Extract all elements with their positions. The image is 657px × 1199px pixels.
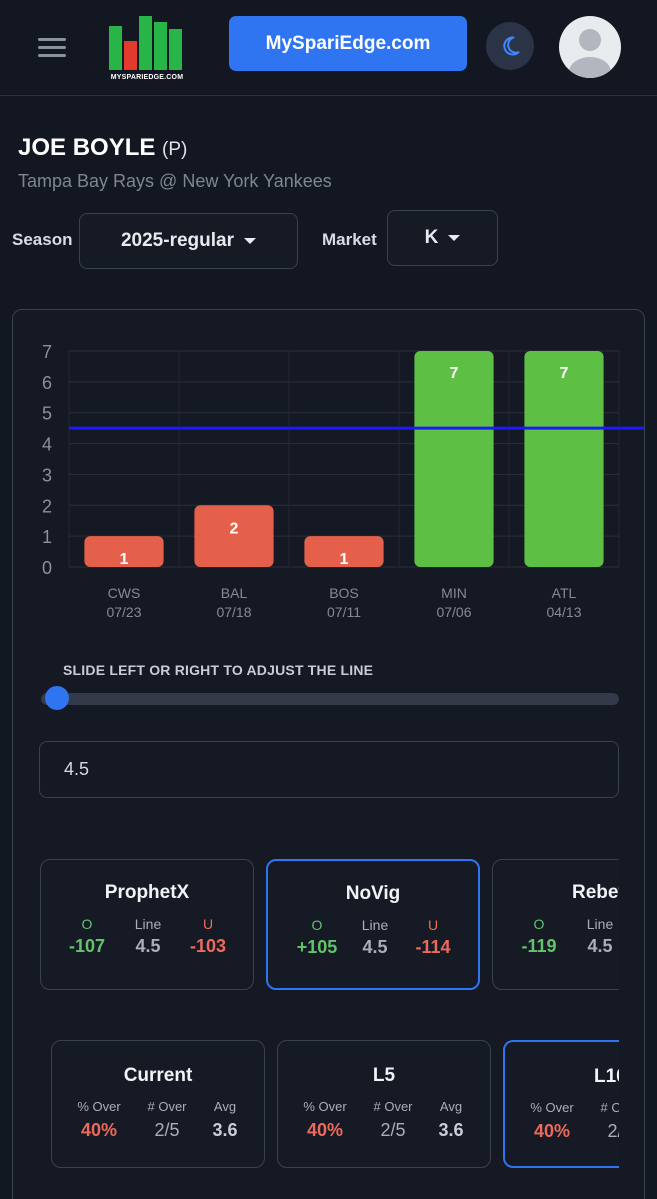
logo-bars-icon xyxy=(109,16,182,70)
pct-over-label: % Over xyxy=(77,1099,121,1114)
avg-label: Avg xyxy=(439,1099,463,1114)
market-select[interactable]: K xyxy=(387,210,498,266)
stat-card-current[interactable]: Current % Over 40% # Over 2/5 Avg 3.6 xyxy=(51,1040,265,1168)
line-value: 4.5 xyxy=(587,936,613,956)
x-tick-label: CWS xyxy=(108,585,141,601)
bar-chart: 0 1 2 3 4 5 6 7 1 CWS 07/23 2 BAL 07/18 1 BOS 07/11 7 MIN 0… xyxy=(42,342,644,620)
bar-value-label: 1 xyxy=(120,551,129,568)
y-tick-label: 2 xyxy=(42,496,52,516)
line-label: Line xyxy=(134,916,162,932)
avg-label: Avg xyxy=(213,1099,237,1114)
brand-button[interactable]: MySpariEdge.com xyxy=(229,16,467,71)
line-slider-track[interactable] xyxy=(41,693,619,705)
num-over-label: # Over xyxy=(373,1099,413,1114)
season-label: Season xyxy=(12,230,73,249)
pct-over-value: 40% xyxy=(306,1120,344,1140)
num-over-label: # Over xyxy=(147,1099,187,1114)
player-card: 0 1 2 3 4 5 6 7 1 CWS 07/23 2 BAL 07/18 1 BOS 07/11 7 MIN 0… xyxy=(12,309,645,1199)
over-label: O xyxy=(81,916,93,932)
num-over-value: 2/5 xyxy=(380,1120,406,1140)
menu-icon[interactable] xyxy=(38,38,66,58)
book-card-novig[interactable]: NoVig O +105 Line 4.5 U -114 xyxy=(266,859,480,990)
avg-value: 3.6 xyxy=(212,1120,238,1140)
pct-over-label: % Over xyxy=(530,1100,574,1115)
under-label: U xyxy=(427,917,439,933)
slider-label: SLIDE LEFT OR RIGHT TO ADJUST THE LINE xyxy=(63,662,374,678)
bar-bos[interactable] xyxy=(304,536,384,567)
y-tick-label: 4 xyxy=(42,435,52,455)
pct-over-value: 40% xyxy=(80,1120,118,1140)
scroll-clip xyxy=(619,850,644,1199)
book-card-rebet[interactable]: Rebet O -119 Line 4.5 xyxy=(492,859,644,990)
player-position: (P) xyxy=(162,139,188,160)
x-tick-label: BAL xyxy=(221,585,248,601)
stat-name: L10 xyxy=(594,1066,627,1087)
x-date-label: 07/06 xyxy=(436,604,471,620)
bar-bal[interactable] xyxy=(194,505,274,567)
line-value: 4.5 xyxy=(135,936,161,956)
line-value: 4.5 xyxy=(362,937,388,957)
x-tick-label: MIN xyxy=(441,585,467,601)
x-tick-label: BOS xyxy=(329,585,359,601)
site-logo[interactable]: MYSPARIEDGE.COM xyxy=(106,14,188,84)
y-tick-label: 5 xyxy=(42,404,52,424)
bar-min[interactable] xyxy=(414,351,494,567)
over-label: O xyxy=(533,916,545,932)
y-tick-label: 0 xyxy=(42,558,52,578)
x-date-label: 07/18 xyxy=(216,604,251,620)
stat-card-l5[interactable]: L5 % Over 40% # Over 2/5 Avg 3.6 xyxy=(277,1040,491,1168)
line-label: Line xyxy=(586,916,614,932)
y-tick-label: 3 xyxy=(42,465,52,485)
line-label: Line xyxy=(361,917,389,933)
book-name: NoVig xyxy=(345,883,401,904)
bar-cws[interactable] xyxy=(84,536,164,567)
under-odds: -103 xyxy=(189,936,227,956)
x-tick-label: ATL xyxy=(552,585,577,601)
book-name: Rebet xyxy=(572,882,625,903)
over-odds: +105 xyxy=(296,937,338,957)
line-input[interactable]: 4.5 xyxy=(39,741,619,798)
under-odds: -114 xyxy=(415,937,451,957)
theme-toggle-button[interactable] xyxy=(486,22,534,70)
pct-over-value: 40% xyxy=(533,1121,571,1141)
stat-name: Current xyxy=(123,1065,193,1086)
market-value: K xyxy=(424,227,439,248)
season-value: 2025-regular xyxy=(120,230,234,251)
bar-value-label: 1 xyxy=(340,551,349,568)
y-tick-label: 6 xyxy=(42,373,52,393)
y-tick-label: 7 xyxy=(42,342,52,362)
bar-atl[interactable] xyxy=(524,351,604,567)
season-select[interactable]: 2025-regular xyxy=(79,213,298,269)
book-card-prophetx[interactable]: ProphetX O -107 Line 4.5 U -103 xyxy=(40,859,254,990)
caret-down-icon xyxy=(244,238,256,244)
stat-name: L5 xyxy=(372,1065,396,1086)
y-tick-label: 1 xyxy=(42,527,52,547)
over-label: O xyxy=(311,917,323,933)
player-name: JOE BOYLE (P) xyxy=(18,134,187,162)
bar-value-label: 2 xyxy=(230,520,239,537)
over-odds: -119 xyxy=(521,936,557,956)
top-navbar: MYSPARIEDGE.COM MySpariEdge.com xyxy=(0,0,657,96)
book-name: ProphetX xyxy=(104,882,190,903)
player-name-text: JOE BOYLE xyxy=(18,134,156,161)
logo-text: MYSPARIEDGE.COM xyxy=(110,74,184,81)
pct-over-label: % Over xyxy=(303,1099,347,1114)
caret-down-icon xyxy=(448,235,461,241)
num-over-value: 2/5 xyxy=(154,1120,180,1140)
user-avatar-icon[interactable] xyxy=(559,16,621,78)
bar-value-label: 7 xyxy=(450,365,459,382)
moon-icon xyxy=(503,36,520,56)
x-date-label: 07/11 xyxy=(327,604,361,620)
market-label: Market xyxy=(322,230,377,249)
line-slider-thumb[interactable] xyxy=(45,686,69,710)
x-date-label: 07/23 xyxy=(106,604,141,620)
avg-value: 3.6 xyxy=(438,1120,464,1140)
under-label: U xyxy=(202,916,214,932)
matchup-text: Tampa Bay Rays @ New York Yankees xyxy=(18,171,332,191)
bar-value-label: 7 xyxy=(560,365,569,382)
over-odds: -107 xyxy=(68,936,106,956)
x-date-label: 04/13 xyxy=(546,604,581,620)
